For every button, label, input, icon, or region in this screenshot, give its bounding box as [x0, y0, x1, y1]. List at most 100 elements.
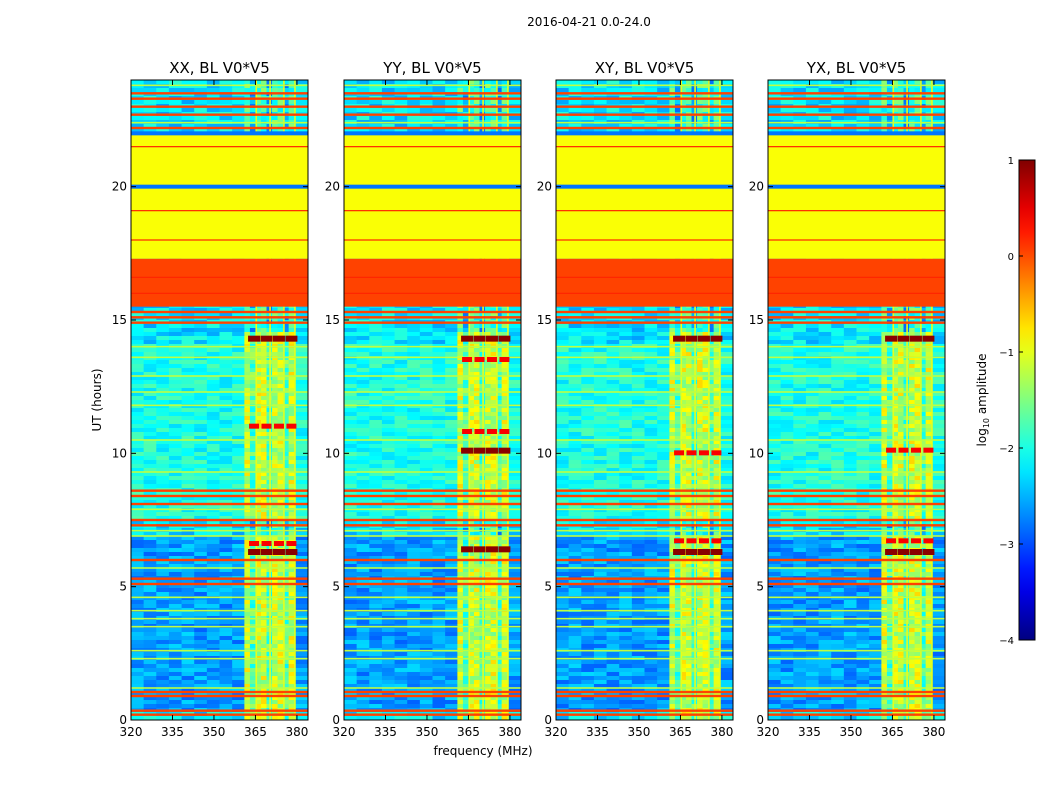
heatmap-cell: [232, 88, 246, 93]
heatmap-cell: [344, 412, 358, 417]
heatmap-cell: [181, 508, 195, 513]
heatmap-cell: [407, 128, 421, 133]
rfi-cell: [244, 536, 251, 541]
heatmap-cell: [394, 388, 408, 393]
heatmap-cell: [369, 336, 383, 341]
rfi-cell: [283, 408, 290, 413]
heatmap-cell: [168, 692, 183, 697]
heatmap-cell: [156, 116, 170, 121]
heatmap-cell: [181, 560, 195, 565]
heatmap-cell: [143, 84, 157, 89]
heatmap-cell: [394, 128, 408, 133]
heatmap-cell: [407, 392, 421, 397]
heatmap-cell: [232, 392, 246, 397]
heatmap-cell: [131, 380, 145, 385]
heatmap-cell: [181, 628, 195, 633]
heatmap-cell: [381, 336, 396, 341]
heatmap-cell: [232, 340, 246, 345]
heatmap-cell: [432, 392, 446, 397]
rfi-cell: [272, 444, 279, 449]
heatmap-cell: [432, 420, 446, 425]
rfi-cell: [288, 448, 295, 453]
heatmap-cell: [206, 100, 221, 105]
heatmap-cell: [419, 348, 434, 353]
flagged-block: [131, 133, 308, 259]
heatmap-cell: [143, 640, 157, 645]
heatmap-cell: [206, 680, 221, 685]
heatmap-cell: [295, 584, 308, 589]
heatmap-cell: [131, 108, 145, 113]
heatmap-cell: [143, 536, 157, 541]
rfi-cell: [249, 564, 257, 569]
rfi-cell: [277, 368, 284, 373]
heatmap-cell: [206, 684, 221, 689]
heatmap-cell: [206, 404, 221, 409]
heatmap-cell: [432, 376, 446, 381]
rfi-cell: [249, 448, 257, 453]
heatmap-cell: [131, 652, 145, 657]
heatmap-cell: [143, 428, 157, 433]
heatmap-cell: [194, 440, 208, 445]
heatmap-cell: [394, 348, 408, 353]
rfi-cell: [255, 640, 262, 645]
rfi-cell: [272, 716, 279, 720]
heatmap-cell: [419, 364, 434, 369]
heatmap-cell: [143, 532, 157, 537]
heatmap-cell: [181, 88, 195, 93]
rfi-cell: [255, 604, 262, 609]
heatmap-cell: [156, 364, 170, 369]
rfi-cell: [277, 460, 284, 465]
heatmap-cell: [194, 540, 208, 545]
rfi-cell: [255, 544, 262, 549]
rfi-cell: [277, 476, 284, 481]
rfi-cell: [255, 364, 262, 369]
rfi-cell: [249, 476, 257, 481]
heatmap-cell: [232, 372, 246, 377]
heatmap-cell: [445, 368, 459, 373]
heatmap-cell: [143, 572, 157, 577]
rfi-cell: [283, 404, 290, 409]
rfi-cell: [288, 332, 295, 337]
bright-spot: [286, 423, 297, 429]
heatmap-cell: [219, 388, 233, 393]
rfi-cell: [288, 324, 295, 329]
rfi-cell: [277, 312, 284, 317]
rfi-cell: [277, 680, 284, 685]
heatmap-cell: [206, 436, 221, 441]
rfi-cell: [255, 560, 262, 565]
heatmap-cell: [295, 472, 308, 477]
heatmap-cell: [445, 336, 459, 341]
heatmap-cell: [232, 600, 246, 605]
rfi-cell: [260, 652, 268, 657]
flag-row: [131, 97, 308, 100]
heatmap-cell: [419, 368, 434, 373]
rfi-cell: [249, 516, 257, 521]
heatmap-cell: [131, 456, 145, 461]
rfi-cell: [277, 584, 284, 589]
rfi-cell: [244, 440, 251, 445]
heatmap-cell: [295, 88, 308, 93]
heatmap-cell: [369, 376, 383, 381]
heatmap-cell: [194, 100, 208, 105]
rfi-cell: [244, 476, 251, 481]
rfi-cell: [244, 452, 251, 457]
rfi-cell: [272, 100, 279, 105]
heatmap-cell: [232, 568, 246, 573]
heatmap-cell: [206, 372, 221, 377]
heatmap-cell: [131, 544, 145, 549]
rfi-cell: [272, 696, 279, 701]
heatmap-cell: [206, 368, 221, 373]
heatmap-cell: [206, 336, 221, 341]
heatmap-cell: [181, 368, 195, 373]
heatmap-cell: [206, 644, 221, 649]
channel-line: [294, 80, 296, 720]
heatmap-cell: [219, 536, 233, 541]
heatmap-cell: [219, 512, 233, 517]
heatmap-cell: [432, 332, 446, 337]
heatmap-cell: [206, 540, 221, 545]
hot-spot: [272, 335, 285, 342]
heatmap-cell: [232, 692, 246, 697]
heatmap-cell: [194, 568, 208, 573]
rfi-cell: [288, 128, 295, 133]
rfi-cell: [249, 428, 257, 433]
